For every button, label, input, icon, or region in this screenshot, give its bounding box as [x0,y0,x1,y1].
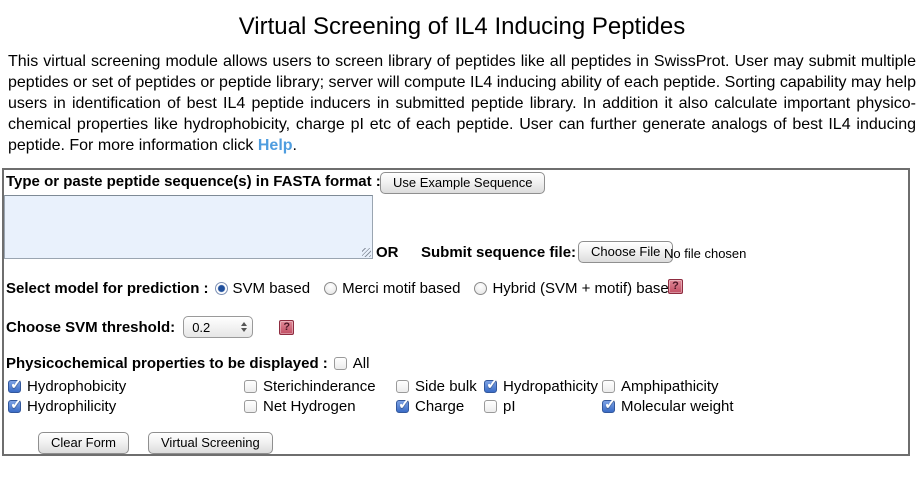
model-help-icon[interactable]: ? [668,279,683,294]
threshold-help-icon[interactable]: ? [279,319,295,335]
checkbox-icon[interactable] [484,375,499,393]
model-label: Select model for prediction : [6,280,209,297]
use-example-sequence-button[interactable]: Use Example Sequence [380,172,546,194]
property-label: Side bulk [415,377,477,395]
sequence-input[interactable] [4,195,373,259]
screening-form: Type or paste peptide sequence(s) in FAS… [2,168,910,456]
file-label: Submit sequence file: [421,244,577,261]
property-label: Hydrophobicity [27,377,127,395]
threshold-select[interactable]: 0.2 [183,316,254,338]
checkbox-icon[interactable] [602,395,617,413]
sequence-label: Type or paste peptide sequence(s) in FAS… [6,173,381,190]
description-text: This virtual screening module allows use… [8,53,916,154]
property-option[interactable]: Charge [396,395,484,415]
radio-option-merci[interactable]: Merci motif based [324,280,460,297]
property-option[interactable]: Molecular weight [602,395,734,415]
all-label: All [352,355,370,372]
radio-label: SVM based [232,280,311,297]
radio-icon[interactable] [474,282,488,295]
all-checkbox[interactable] [333,357,347,370]
model-row: Select model for prediction : SVM based … [6,280,677,297]
property-option[interactable]: Hydrophobicity [8,375,244,395]
property-label: Hydropathicity [503,377,599,395]
property-label: Molecular weight [621,397,734,415]
property-label: Amphipathicity [621,377,719,395]
threshold-label: Choose SVM threshold: [6,318,176,336]
help-link[interactable]: Help [257,137,293,154]
description-period: . [292,137,297,154]
threshold-row: Choose SVM threshold: 0.2 ? [6,316,295,338]
property-option[interactable]: Side bulk [396,378,484,395]
property-label: Sterichinderance [263,377,376,395]
radio-label: Merci motif based [342,280,461,297]
checkbox-icon[interactable] [602,379,615,393]
radio-icon[interactable] [324,282,338,295]
checkbox-icon[interactable] [8,375,23,393]
radio-icon[interactable] [214,282,228,295]
checkbox-icon[interactable] [244,399,257,413]
properties-label: Physicochemical properties to be display… [6,355,328,372]
checkbox-icon[interactable] [244,379,257,393]
property-option[interactable]: Net Hydrogen [244,398,396,415]
file-status: No file chosen [664,246,747,261]
checkbox-icon[interactable] [484,399,497,413]
property-label: pI [503,397,516,415]
or-label: OR [376,244,399,261]
virtual-screening-button[interactable]: Virtual Screening [148,432,273,454]
threshold-value: 0.2 [192,319,211,335]
property-option[interactable]: Amphipathicity [602,378,734,395]
radio-option-hybrid[interactable]: Hybrid (SVM + motif) based [474,280,677,297]
stepper-icon [241,322,248,332]
properties-row: Physicochemical properties to be display… [6,355,369,372]
property-option[interactable]: Sterichinderance [244,378,396,395]
property-label: Charge [415,397,465,415]
checkbox-icon[interactable] [396,379,409,393]
radio-label: Hybrid (SVM + motif) based [492,280,678,297]
property-option[interactable]: pI [484,398,602,415]
clear-form-button[interactable]: Clear Form [38,432,130,454]
radio-option-svm[interactable]: SVM based [214,280,311,297]
property-label: Hydrophilicity [27,397,117,415]
choose-file-button[interactable]: Choose File [578,241,674,263]
description: This virtual screening module allows use… [8,51,916,156]
page-title: Virtual Screening of IL4 Inducing Peptid… [238,13,686,40]
property-option[interactable]: Hydrophilicity [8,395,244,415]
checkbox-icon[interactable] [396,395,411,413]
property-label: Net Hydrogen [263,397,356,415]
checkbox-icon[interactable] [8,395,23,413]
property-option[interactable]: Hydropathicity [484,375,602,395]
properties-grid: Hydrophobicity Sterichinderance Side bul… [8,375,734,416]
